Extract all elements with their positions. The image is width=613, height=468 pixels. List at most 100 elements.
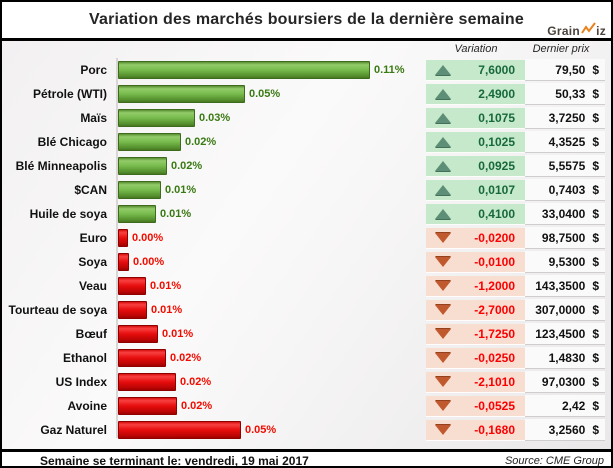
table-row: Gaz Naturel 0.05% -0,1680 3,2560 $ <box>2 418 611 442</box>
bar <box>118 205 156 223</box>
pct-label: 0.11% <box>374 64 405 76</box>
category-label: Porc <box>80 63 107 77</box>
bar <box>118 325 158 343</box>
price-cell: 2,42 $ <box>525 395 605 417</box>
variation-value: 0,1025 <box>478 134 515 149</box>
pct-label: 0.01% <box>151 304 183 316</box>
currency-symbol: $ <box>592 182 599 197</box>
category-label: Gaz Naturel <box>40 423 107 437</box>
pct-label: 0.02% <box>170 352 202 364</box>
variation-value: -0,1680 <box>474 422 515 437</box>
up-arrow-icon <box>435 112 451 123</box>
bar <box>118 181 161 199</box>
category-label: Euro <box>79 231 107 245</box>
currency-symbol: $ <box>592 302 599 317</box>
price-value: 98,7500 <box>541 230 586 245</box>
bar-area: 0.00% <box>114 250 426 274</box>
price-cell: 1,4830 $ <box>525 347 605 369</box>
price-value: 97,0300 <box>541 374 586 389</box>
bar <box>118 157 167 175</box>
table-row: Soya 0.00% -0,0100 9,5300 $ <box>2 250 611 274</box>
price-value: 3,7250 <box>548 110 586 125</box>
category-label: Blé Chicago <box>37 135 107 149</box>
up-arrow-icon <box>435 136 451 147</box>
bar-area: 0.02% <box>114 130 426 154</box>
price-cell: 123,4500 $ <box>525 323 605 345</box>
variation-value: 0,0925 <box>478 158 515 173</box>
bar-area: 0.01% <box>114 178 426 202</box>
up-arrow-icon <box>435 88 451 99</box>
bar-area: 0.01% <box>114 298 426 322</box>
bar <box>118 277 146 295</box>
price-value: 3,2560 <box>548 422 586 437</box>
currency-symbol: $ <box>592 134 599 149</box>
price-cell: 307,0000 $ <box>525 299 605 321</box>
currency-symbol: $ <box>592 350 599 365</box>
pct-label: 0.02% <box>185 136 217 148</box>
bar-area: 0.02% <box>114 346 426 370</box>
bar-area: 0.02% <box>114 394 426 418</box>
bar <box>118 421 241 439</box>
pct-label: 0.02% <box>181 400 213 412</box>
price-value: 79,50 <box>555 62 586 77</box>
table-row: Avoine 0.02% -0,0525 2,42 $ <box>2 394 611 418</box>
variation-value: 2,4900 <box>478 86 515 101</box>
table-row: Huile de soya 0.01% 0,4100 33,0400 $ <box>2 202 611 226</box>
bar <box>118 229 128 247</box>
zigzag-chart-icon <box>581 22 596 37</box>
price-cell: 50,33 $ <box>525 83 605 105</box>
table-row: Veau 0.01% -1,2000 143,3500 $ <box>2 274 611 298</box>
category-label: Huile de soya <box>29 207 107 221</box>
category-label: Ethanol <box>63 351 107 365</box>
variation-cell: -0,0525 <box>426 395 525 417</box>
chart-rows: Porc 0.11% 7,6000 79,50 $ Pétrole (WTI) … <box>2 58 611 442</box>
pct-label: 0.00% <box>132 232 164 244</box>
price-value: 50,33 <box>555 86 586 101</box>
variation-value: -2,1010 <box>474 374 515 389</box>
category-label: Maïs <box>80 111 107 125</box>
variation-value: 0,4100 <box>478 206 515 221</box>
logo-text-grain: Grain <box>547 24 581 38</box>
price-cell: 33,0400 $ <box>525 203 605 225</box>
price-value: 5,5575 <box>548 158 586 173</box>
bar-area: 0.01% <box>114 202 426 226</box>
category-label: Tourteau de soya <box>8 303 107 317</box>
page-title: Variation des marchés boursiers de la de… <box>89 11 524 28</box>
down-arrow-icon <box>435 400 451 411</box>
table-row: Euro 0.00% -0,0200 98,7500 $ <box>2 226 611 250</box>
down-arrow-icon <box>435 376 451 387</box>
bar <box>118 109 195 127</box>
variation-cell: -0,0250 <box>426 347 525 369</box>
currency-symbol: $ <box>592 422 599 437</box>
bar-area: 0.05% <box>114 418 426 442</box>
variation-value: -0,0200 <box>474 230 515 245</box>
variation-value: -1,7250 <box>474 326 515 341</box>
variation-cell: -2,7000 <box>426 299 525 321</box>
currency-symbol: $ <box>592 62 599 77</box>
up-arrow-icon <box>435 208 451 219</box>
down-arrow-icon <box>435 280 451 291</box>
price-cell: 5,5575 $ <box>525 155 605 177</box>
bar <box>118 253 129 271</box>
axis-baseline <box>116 58 118 438</box>
bar <box>118 301 147 319</box>
category-label: Soya <box>78 255 107 269</box>
table-row: Blé Chicago 0.02% 0,1025 4,3525 $ <box>2 130 611 154</box>
pct-label: 0.05% <box>249 88 281 100</box>
variation-cell: -0,1680 <box>426 419 525 441</box>
bar-area: 0.02% <box>114 370 426 394</box>
category-label: US Index <box>55 375 107 389</box>
price-cell: 143,3500 $ <box>525 275 605 297</box>
variation-value: -0,0250 <box>474 350 515 365</box>
price-cell: 0,7403 $ <box>525 179 605 201</box>
price-cell: 3,2560 $ <box>525 419 605 441</box>
down-arrow-icon <box>435 328 451 339</box>
price-cell: 3,7250 $ <box>525 107 605 129</box>
table-row: Pétrole (WTI) 0.05% 2,4900 50,33 $ <box>2 82 611 106</box>
down-arrow-icon <box>435 304 451 315</box>
variation-value: 0,0107 <box>478 182 515 197</box>
logo-text-iz: iz <box>596 24 606 38</box>
table-row: Blé Minneapolis 0.02% 0,0925 5,5575 $ <box>2 154 611 178</box>
table-row: US Index 0.02% -2,1010 97,0300 $ <box>2 370 611 394</box>
